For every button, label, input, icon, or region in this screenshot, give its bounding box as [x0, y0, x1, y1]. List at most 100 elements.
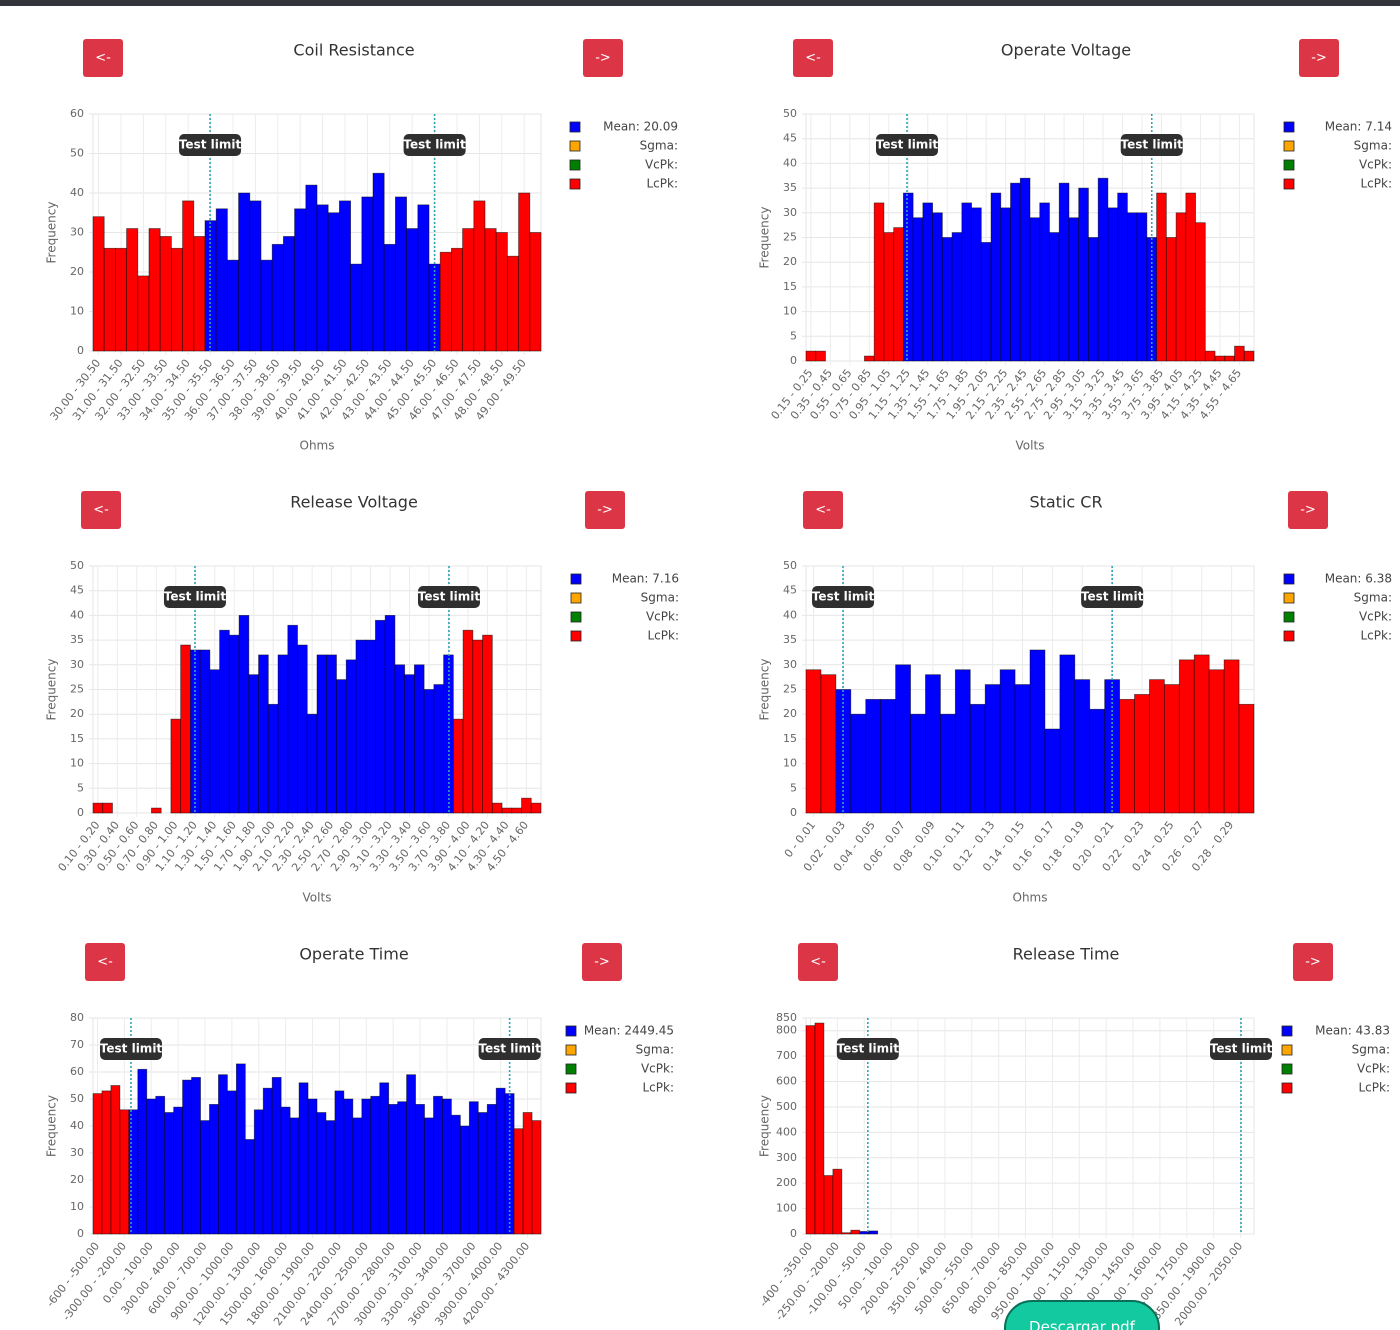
bar — [1149, 679, 1165, 814]
button-bg[interactable] — [583, 39, 623, 77]
nav-button[interactable]: -> — [582, 943, 622, 981]
bar — [522, 1112, 533, 1235]
bar — [375, 619, 386, 814]
bar — [406, 1074, 416, 1235]
button-bg[interactable] — [81, 491, 121, 529]
test-limit-box — [1120, 134, 1183, 156]
y-tick-label: 15 — [783, 732, 797, 745]
bar — [951, 232, 963, 362]
bar — [219, 629, 230, 814]
bar — [384, 615, 396, 814]
bar — [361, 196, 374, 352]
bar — [404, 674, 415, 814]
bar — [424, 1117, 434, 1235]
bar — [345, 659, 357, 814]
nav-button[interactable]: -> — [585, 491, 625, 529]
bar — [1078, 187, 1089, 362]
button-bg[interactable] — [1288, 491, 1328, 529]
legend-label: Sgma: — [636, 1043, 674, 1057]
button-bg[interactable] — [585, 491, 625, 529]
bar — [850, 713, 867, 814]
bar — [258, 654, 269, 814]
legend-label: Mean: 43.83 — [1315, 1024, 1390, 1038]
button-label[interactable]: -> — [1305, 955, 1321, 970]
legend-label: LcPk: — [1360, 629, 1392, 643]
nav-button[interactable]: <- — [83, 39, 123, 77]
bar — [350, 263, 363, 352]
bar — [164, 1112, 175, 1235]
download-button[interactable]: Descargar pdf — [1004, 1300, 1160, 1330]
bar — [159, 236, 172, 352]
button-bg[interactable] — [803, 491, 843, 529]
button-bg[interactable] — [1293, 943, 1333, 981]
test-limit-label: Test limit — [837, 1042, 900, 1056]
button-bg[interactable] — [85, 943, 125, 981]
bar — [980, 242, 992, 362]
bar — [316, 654, 328, 814]
legend-swatch — [569, 159, 581, 171]
test-limit-box — [812, 586, 875, 608]
nav-button[interactable]: -> — [1293, 943, 1333, 981]
bar — [415, 1104, 425, 1235]
bar — [902, 192, 914, 362]
legend-label: Sgma: — [640, 139, 678, 153]
button-label[interactable]: -> — [1300, 503, 1316, 518]
button-label[interactable]: <- — [805, 51, 821, 66]
bar — [1234, 345, 1245, 362]
y-tick-label: 40 — [70, 186, 84, 199]
bar — [513, 1128, 524, 1235]
button-bg[interactable] — [798, 943, 838, 981]
bar — [1089, 708, 1106, 814]
bar — [298, 1082, 309, 1235]
button-label[interactable]: -> — [597, 503, 613, 518]
y-tick-label: 0 — [790, 354, 797, 367]
bar — [1010, 182, 1021, 362]
bar — [115, 247, 128, 352]
button-label[interactable]: <- — [815, 503, 831, 518]
button-label[interactable]: -> — [1311, 51, 1327, 66]
bar — [289, 1117, 300, 1235]
legend-swatch — [1283, 592, 1295, 604]
bar — [1059, 654, 1076, 814]
test-limit-box — [1081, 586, 1144, 608]
button-label[interactable]: -> — [595, 51, 611, 66]
button-label[interactable]: <- — [95, 51, 111, 66]
bar — [193, 236, 206, 352]
button-bg[interactable] — [83, 39, 123, 77]
test-limit-box — [836, 1038, 899, 1060]
button-label[interactable]: <- — [93, 503, 109, 518]
button-label[interactable]: -> — [594, 955, 610, 970]
nav-button[interactable]: <- — [85, 943, 125, 981]
nav-button[interactable]: <- — [803, 491, 843, 529]
button-bg[interactable] — [793, 39, 833, 77]
bar — [325, 1120, 336, 1235]
bar — [450, 247, 463, 352]
nav-button[interactable]: <- — [798, 943, 838, 981]
nav-button[interactable]: -> — [1299, 39, 1339, 77]
button-label[interactable]: <- — [97, 955, 113, 970]
button-bg[interactable] — [582, 943, 622, 981]
bar — [271, 1077, 282, 1235]
bar — [1049, 232, 1060, 362]
y-tick-label: 40 — [783, 156, 797, 169]
bar — [361, 1098, 372, 1235]
y-tick-label: 600 — [776, 1075, 797, 1088]
nav-button[interactable]: <- — [793, 39, 833, 77]
y-tick-label: 70 — [70, 1038, 84, 1051]
button-label[interactable]: <- — [810, 955, 826, 970]
nav-button[interactable]: <- — [81, 491, 121, 529]
bar — [226, 1090, 237, 1235]
button-bg[interactable] — [1299, 39, 1339, 77]
legend-label: Sgma: — [1354, 139, 1392, 153]
bar — [1029, 649, 1046, 814]
y-tick-label: 30 — [70, 226, 84, 239]
bar — [355, 639, 367, 814]
bar — [191, 1077, 201, 1235]
bar — [1058, 182, 1070, 362]
y-tick-label: 50 — [70, 1092, 84, 1105]
y-tick-label: 50 — [783, 559, 797, 572]
nav-button[interactable]: -> — [583, 39, 623, 77]
bar — [423, 689, 435, 814]
nav-button[interactable]: -> — [1288, 491, 1328, 529]
bar — [1119, 698, 1135, 814]
